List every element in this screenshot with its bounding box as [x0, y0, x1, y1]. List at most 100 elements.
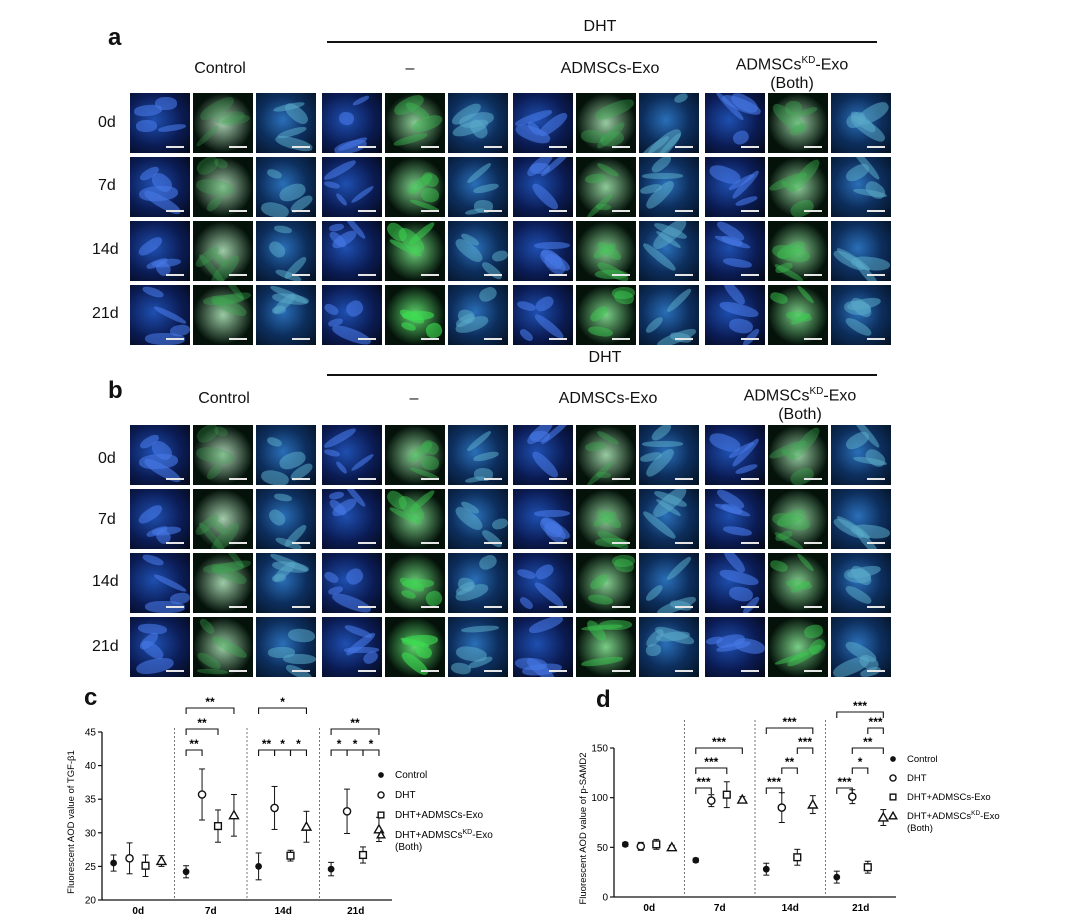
- a-scale-bar: [484, 146, 502, 148]
- b-micrograph-tile: [513, 489, 573, 549]
- b-scale-bar: [612, 542, 630, 544]
- panel-a-row-21d: 21d: [92, 305, 119, 322]
- b-tissue-blob: [479, 527, 504, 549]
- marker-kd: [228, 809, 240, 820]
- a-tissue-blob: [655, 325, 698, 345]
- significance-label: ***: [704, 755, 718, 769]
- a-scale-bar: [229, 274, 247, 276]
- a-tissue-blob: [352, 93, 371, 107]
- x-tick-label: 7d: [714, 903, 726, 914]
- b-tissue-blob: [330, 589, 374, 613]
- a-tissue-blob: [595, 203, 611, 211]
- significance-bracket: [851, 747, 884, 754]
- b-scale-bar: [358, 670, 376, 672]
- b-tissue-blob: [204, 461, 225, 482]
- b-tissue-blob: [287, 628, 316, 644]
- panel-a-row-7d: 7d: [98, 177, 116, 194]
- a-tissue-blob: [334, 192, 349, 208]
- b-tissue-blob: [141, 553, 165, 568]
- significance-bracket: [185, 707, 235, 714]
- a-tissue-blob: [533, 294, 556, 314]
- marker-exo: [889, 793, 897, 801]
- significance-bracket: [289, 749, 307, 756]
- b-micrograph-tile: [130, 425, 190, 485]
- b-tissue-blob: [595, 471, 611, 479]
- a-tissue-blob: [154, 96, 177, 110]
- b-micrograph-tile: [576, 489, 636, 549]
- b-micrograph-tile: [130, 617, 190, 677]
- chart-c: 20 25 30 35 40 45 Fluorescent AOD value of TGF…: [66, 695, 493, 917]
- x-tick-label: 7d: [205, 906, 217, 917]
- b-scale-bar: [229, 670, 247, 672]
- b-micrograph-tile: [705, 425, 765, 485]
- b-scale-bar: [867, 478, 885, 480]
- a-micrograph-tile: [322, 285, 382, 345]
- a-scale-bar: [229, 210, 247, 212]
- marker-control: [621, 840, 629, 848]
- significance-label: ***: [767, 775, 781, 789]
- b-tissue-blob: [334, 460, 349, 476]
- significance-bracket: [867, 727, 884, 734]
- a-micrograph-tile: [513, 221, 573, 281]
- b-micrograph-tile: [193, 425, 253, 485]
- y-tick-label: 0: [602, 893, 608, 904]
- b-scale-bar: [675, 478, 693, 480]
- marker-kd: [375, 829, 387, 839]
- a-tissue-blob: [136, 234, 165, 259]
- panel-a-col-kd: ADMSCsKD-Exo (Both): [712, 51, 872, 93]
- a-tissue-blob: [194, 157, 222, 179]
- b-tissue-blob: [464, 475, 485, 485]
- significance-label: ***: [869, 715, 883, 729]
- b-scale-bar: [292, 478, 310, 480]
- b-scale-bar: [675, 606, 693, 608]
- a-tissue-blob: [580, 128, 607, 144]
- a-tissue-blob: [138, 185, 179, 203]
- b-tissue-blob: [587, 572, 610, 593]
- b-scale-bar: [166, 606, 184, 608]
- b-micrograph-tile: [385, 489, 445, 549]
- panel-b-dht-line: [327, 374, 877, 376]
- marker-exo: [652, 840, 661, 849]
- a-micrograph-tile: [193, 285, 253, 345]
- b-scale-bar: [421, 606, 439, 608]
- b-scale-bar: [804, 670, 822, 672]
- b-tissue-blob: [267, 646, 295, 658]
- significance-bracket: [765, 787, 783, 794]
- b-scale-bar: [358, 606, 376, 608]
- b-micrograph-tile: [831, 489, 891, 549]
- a-tissue-blob: [673, 93, 690, 105]
- significance-label: *: [280, 737, 285, 751]
- significance-bracket: [836, 711, 884, 718]
- legend-label-kd: DHT+ADMSCsKD-Exo: [907, 810, 1000, 822]
- marker-kd: [300, 820, 313, 831]
- y-tick-label: 25: [85, 862, 97, 873]
- b-tissue-blob: [527, 617, 566, 637]
- a-scale-bar: [549, 146, 567, 148]
- marker-control: [692, 856, 700, 864]
- a-micrograph-tile: [130, 285, 190, 345]
- a-micrograph-tile: [385, 285, 445, 345]
- a-scale-bar: [612, 210, 630, 212]
- a-scale-bar: [358, 338, 376, 340]
- panel-a-col-kd-suffix: -Exo: [815, 56, 849, 74]
- b-scale-bar: [166, 670, 184, 672]
- b-micrograph-tile: [705, 489, 765, 549]
- significance-bracket: [765, 727, 814, 734]
- a-tissue-blob: [664, 286, 693, 314]
- a-micrograph-tile: [193, 157, 253, 217]
- b-micrograph-tile: [705, 553, 765, 613]
- a-micrograph-tile: [130, 157, 190, 217]
- a-scale-bar: [741, 146, 759, 148]
- legend-kd-part: DHT+ADMSCs: [395, 830, 463, 841]
- marker-exo: [286, 851, 295, 860]
- b-micrograph-tile: [639, 617, 699, 677]
- b-micrograph-tile: [576, 553, 636, 613]
- marker-dht: [636, 842, 646, 851]
- panel-a-row-0d: 0d: [98, 114, 116, 131]
- a-micrograph-tile: [448, 157, 508, 217]
- a-micrograph-tile: [130, 221, 190, 281]
- a-tissue-blob: [392, 130, 429, 148]
- b-tissue-blob: [664, 554, 693, 582]
- a-tissue-blob: [477, 285, 499, 305]
- b-tissue-blob: [528, 448, 562, 481]
